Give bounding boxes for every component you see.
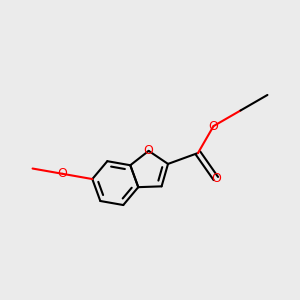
Text: O: O <box>58 167 68 180</box>
Text: O: O <box>208 120 218 133</box>
Text: O: O <box>144 144 154 158</box>
Text: O: O <box>211 172 221 185</box>
